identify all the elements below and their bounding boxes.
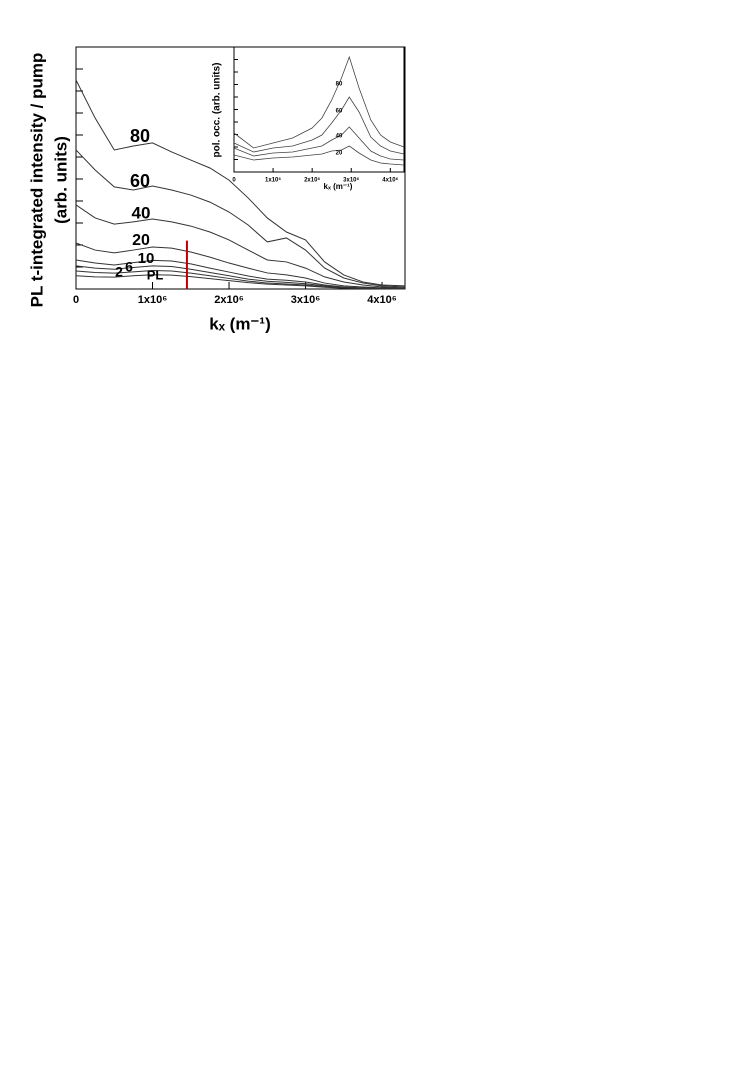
- y-axis-label: (arb. units): [51, 136, 70, 224]
- x-tick-label: 2x10⁶: [214, 294, 244, 306]
- series-line: [75, 204, 406, 289]
- x-tick-label: 4x10⁶: [382, 178, 398, 184]
- y-axis-label: PL t-integrated intensity / pump: [27, 53, 46, 308]
- series-label: 60: [130, 171, 150, 191]
- series-label: 80: [336, 82, 343, 88]
- series-line: [75, 242, 406, 290]
- y-axis-label: pol. occ. (arb. units): [212, 62, 223, 157]
- series-label: 40: [132, 203, 151, 222]
- x-tick-label: 4x10⁶: [367, 294, 397, 306]
- series-label: 6: [125, 259, 133, 275]
- series-line: [75, 79, 406, 287]
- x-tick-label: 1x10⁶: [138, 294, 168, 306]
- series-label: 40: [336, 134, 343, 140]
- series-line: [75, 274, 405, 290]
- series-line: [233, 145, 405, 166]
- x-tick-label: 3x10⁶: [343, 178, 359, 184]
- x-axis-label: kₓ (m⁻¹): [324, 182, 353, 191]
- x-tick-label: 2x10⁶: [304, 178, 320, 184]
- series-line: [75, 149, 406, 288]
- x-axis-label: kₓ (m⁻¹): [209, 314, 270, 333]
- series-line: [233, 55, 405, 149]
- series-line: [233, 126, 405, 161]
- series-label: 80: [130, 126, 150, 146]
- x-tick-label: 0: [232, 178, 236, 184]
- series-label: 20: [132, 232, 150, 249]
- series-label: PL: [147, 267, 164, 282]
- series-label: 2: [115, 264, 123, 280]
- series-line: [233, 96, 405, 155]
- x-tick-label: 1x10⁶: [265, 178, 281, 184]
- x-tick-label: 0: [73, 294, 79, 306]
- series-label: 10: [138, 250, 155, 267]
- series-label: 20: [336, 151, 343, 157]
- plot-frame: [233, 46, 405, 173]
- series-label: 60: [336, 109, 343, 115]
- x-tick-label: 3x10⁶: [291, 294, 321, 306]
